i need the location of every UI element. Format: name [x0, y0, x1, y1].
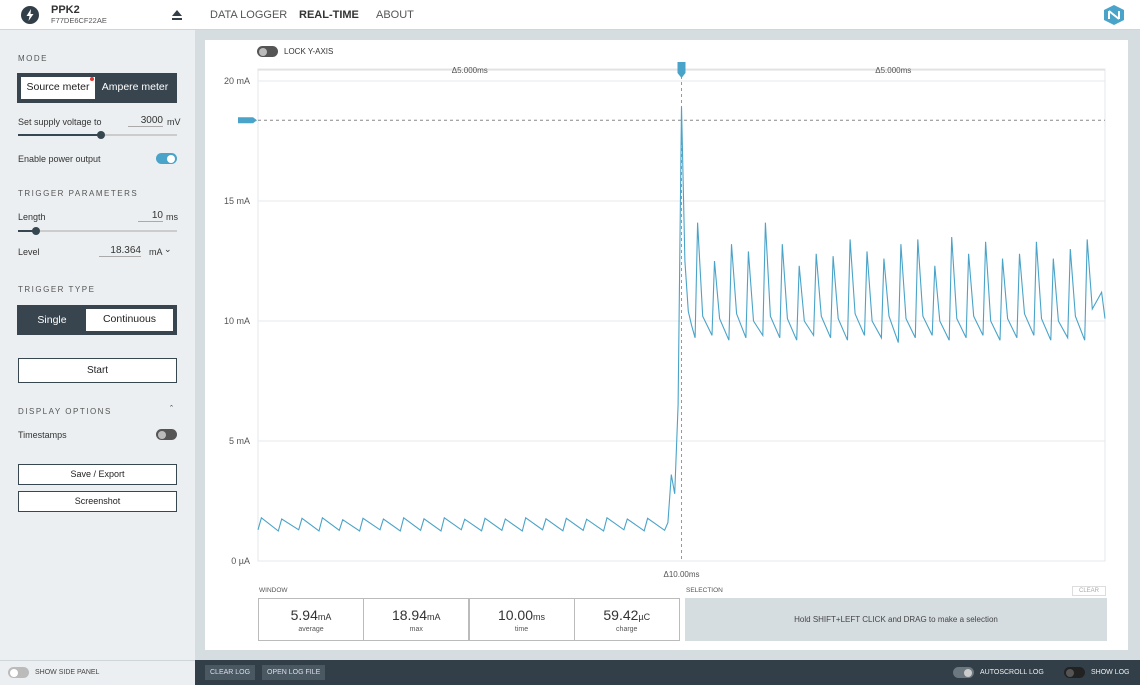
y-tick-label: 0 µA	[231, 556, 250, 566]
start-button[interactable]: Start	[18, 358, 177, 383]
span-label: Δ5.000ms	[875, 66, 911, 75]
indicator-dot	[90, 77, 94, 81]
stat-label: time	[514, 626, 529, 633]
stat-unit: mA	[317, 612, 332, 622]
stat-value: 59.42µC	[603, 607, 651, 623]
stat-label: charge	[616, 626, 638, 633]
span-label: Δ10.00ms	[663, 570, 699, 579]
stat-value: 10.00ms	[497, 607, 546, 623]
stat-cell: 59.42µC charge	[573, 598, 680, 641]
trigger-button-active[interactable]: Single	[37, 314, 67, 326]
stat-value: 5.94mA	[290, 607, 332, 623]
trigger-marker	[677, 62, 686, 78]
trigger-level-marker	[238, 117, 257, 124]
field-label: Length	[18, 212, 46, 222]
stat-label: max	[409, 626, 423, 633]
section-title: TRIGGER TYPE	[18, 285, 96, 294]
window-stats: 5.94mA average 18.94mA max 10.00ms time 59.42µ…	[258, 598, 680, 641]
y-tick-label: 20 mA	[224, 76, 250, 86]
voltage-input[interactable]: 3000	[128, 115, 163, 127]
section-title: TRIGGER PARAMETERS	[18, 189, 139, 198]
power-toggle[interactable]	[156, 153, 177, 164]
collapse-icon[interactable]: ˆ	[170, 404, 173, 414]
field-label: Level	[18, 247, 40, 257]
device-name: PPK2	[51, 4, 80, 16]
section-title: MODE	[18, 54, 48, 63]
unit: mV	[167, 117, 181, 127]
window-title: WINDOW	[259, 587, 288, 594]
selection-hint: Hold SHIFT+LEFT CLICK and DRAG to make a…	[685, 598, 1107, 641]
chart-panel: LOCK Y-AXIS 0 µA 5 mA 10 mA 15 mA 20 mA Δ5.00…	[205, 40, 1128, 650]
save-button[interactable]: Save / Export	[18, 464, 177, 485]
footer: CLEAR LOG OPEN LOG FILE AUTOSCROLL LOG S…	[195, 660, 1140, 685]
header: PPK2 F77DE6CF22AE DATA LOGGER REAL-TIME …	[0, 0, 1140, 30]
section-title: DISPLAY OPTIONS	[18, 407, 112, 416]
stat-value: 18.94mA	[391, 607, 441, 623]
stat-cell: 10.00ms time	[468, 598, 575, 641]
selection-title: SELECTION	[686, 587, 723, 594]
unit-select[interactable]: mA	[149, 247, 163, 257]
stat-unit: mA	[427, 612, 441, 622]
unit: ms	[166, 212, 178, 222]
autoscroll-toggle[interactable]	[953, 667, 974, 678]
side-panel: MODE Source meter Ampere meter Set suppl…	[0, 30, 195, 660]
current-trace	[257, 106, 1106, 532]
field-label: Timestamps	[18, 430, 67, 440]
mode-button-active[interactable]: Ampere meter	[101, 81, 169, 93]
field-label: Enable power output	[18, 154, 101, 164]
stat-unit: ms	[533, 612, 546, 622]
trigger-button[interactable]: Continuous	[86, 309, 173, 331]
stat-cell: 18.94mA max	[363, 598, 470, 641]
brand-logo	[1104, 5, 1124, 25]
lock-toggle[interactable]	[257, 46, 278, 57]
stat-unit: µC	[638, 612, 651, 622]
device-serial: F77DE6CF22AE	[51, 16, 107, 25]
side-panel-toggle[interactable]	[8, 667, 29, 678]
y-tick-label: 15 mA	[224, 196, 250, 206]
toggle-label: AUTOSCROLL LOG	[980, 669, 1044, 676]
slider-thumb[interactable]	[32, 227, 40, 235]
lock-label: LOCK Y-AXIS	[284, 47, 334, 56]
slider-thumb[interactable]	[97, 131, 105, 139]
tab[interactable]: ABOUT	[376, 9, 414, 21]
timestamps-toggle[interactable]	[156, 429, 177, 440]
tab[interactable]: DATA LOGGER	[210, 9, 288, 21]
length-input[interactable]: 10	[138, 210, 163, 222]
slider-track	[18, 131, 177, 139]
clear-log-button[interactable]: CLEAR LOG	[205, 665, 256, 680]
y-tick-label: 5 mA	[229, 436, 250, 446]
screenshot-button[interactable]: Screenshot	[18, 491, 177, 512]
stat-cell: 5.94mA average	[258, 598, 364, 641]
footer-left: SHOW SIDE PANEL	[0, 660, 195, 685]
stat-label: average	[298, 626, 324, 633]
span-label: Δ5.000ms	[452, 66, 488, 75]
mode-button[interactable]: Source meter	[21, 77, 95, 99]
eject-button[interactable]	[171, 9, 183, 21]
app-icon	[21, 6, 39, 24]
slider-track	[18, 227, 177, 235]
chevron[interactable]: ⌄	[164, 244, 172, 254]
show-log-toggle[interactable]	[1064, 667, 1085, 678]
clear-button[interactable]: CLEAR	[1072, 586, 1106, 596]
toggle-label: SHOW LOG	[1091, 669, 1130, 676]
field-label: Set supply voltage to	[18, 117, 102, 127]
toggle-label: SHOW SIDE PANEL	[35, 669, 100, 676]
chart: 0 µA 5 mA 10 mA 15 mA 20 mA Δ5.000ms Δ5.000ms Δ…	[224, 62, 1106, 579]
open-log-button[interactable]: OPEN LOG FILE	[262, 665, 326, 680]
y-tick-label: 10 mA	[224, 316, 250, 326]
tab-active[interactable]: REAL-TIME	[299, 9, 359, 21]
level-input[interactable]: 18.364	[99, 245, 141, 257]
